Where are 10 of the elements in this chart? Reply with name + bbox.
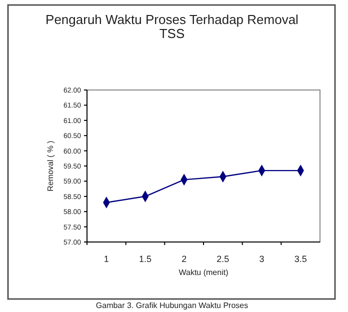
x-axis-title: Waktu (menit) <box>178 268 229 277</box>
x-tick-label: 1.5 <box>138 254 152 264</box>
x-tick-label: 1 <box>104 254 109 264</box>
x-tick-label: 3.5 <box>294 254 307 264</box>
x-tick-label: 3 <box>259 254 264 264</box>
chart-title: Pengaruh Waktu Proses Terhadap Removal TSS <box>46 12 299 41</box>
x-tick-label: 2.5 <box>216 254 230 264</box>
x-tick-label: 2 <box>182 254 187 264</box>
y-axis-title: Removal ( % ) <box>46 140 55 192</box>
text: Gambar 3. Grafik Hubungan Waktu Proses <box>96 301 248 310</box>
